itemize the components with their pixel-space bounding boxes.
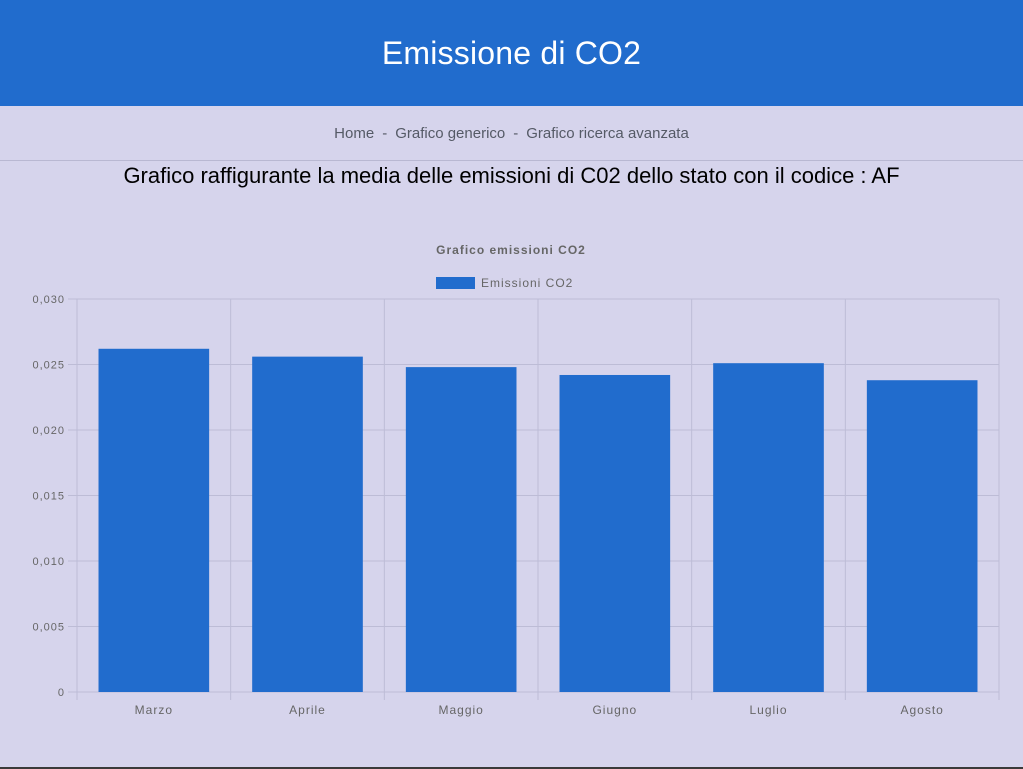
y-tick-label: 0,020 bbox=[32, 425, 65, 437]
bottom-divider bbox=[0, 767, 1023, 769]
nav-link-home[interactable]: Home bbox=[334, 124, 375, 142]
y-tick-label: 0,015 bbox=[32, 491, 65, 503]
bar bbox=[866, 380, 978, 692]
bar bbox=[713, 363, 824, 692]
chart-title: Grafico emissioni CO2 bbox=[436, 243, 586, 257]
legend-swatch bbox=[436, 277, 475, 289]
bar bbox=[252, 356, 363, 692]
bar bbox=[405, 367, 517, 692]
breadcrumb-nav: Home - Grafico generico - Grafico ricerc… bbox=[0, 106, 1023, 161]
page-header: Emissione di CO2 bbox=[0, 0, 1023, 106]
legend-label: Emissioni CO2 bbox=[481, 276, 573, 290]
nav-separator: - bbox=[382, 124, 388, 142]
bar bbox=[98, 348, 210, 692]
page-title: Emissione di CO2 bbox=[381, 34, 642, 71]
x-tick-label: Marzo bbox=[135, 703, 173, 717]
x-tick-label: Luglio bbox=[749, 703, 787, 717]
y-tick-label: 0 bbox=[58, 687, 65, 699]
bar-chart: Grafico emissioni CO2 Emissioni CO2 0 0,005… bbox=[32, 243, 1000, 717]
chart-container: Grafico emissioni CO2 Emissioni CO2 0 0,005… bbox=[0, 230, 1023, 720]
y-tick-label: 0,010 bbox=[32, 556, 65, 568]
x-tick-label: Aprile bbox=[289, 703, 326, 717]
x-tick-label: Agosto bbox=[900, 703, 943, 717]
nav-link-grafico-ricerca-avanzata[interactable]: Grafico ricerca avanzata bbox=[526, 124, 689, 142]
y-tick-label: 0,025 bbox=[32, 360, 65, 372]
nav-link-grafico-generico[interactable]: Grafico generico bbox=[395, 124, 506, 142]
y-tick-label: 0,005 bbox=[32, 622, 65, 634]
x-tick-label: Giugno bbox=[592, 703, 637, 717]
y-tick-label: 0,030 bbox=[32, 294, 65, 306]
bar bbox=[559, 374, 671, 692]
chart-description: Grafico raffigurante la media delle emis… bbox=[123, 163, 900, 188]
x-tick-label: Maggio bbox=[438, 703, 483, 717]
nav-separator: - bbox=[513, 124, 519, 142]
